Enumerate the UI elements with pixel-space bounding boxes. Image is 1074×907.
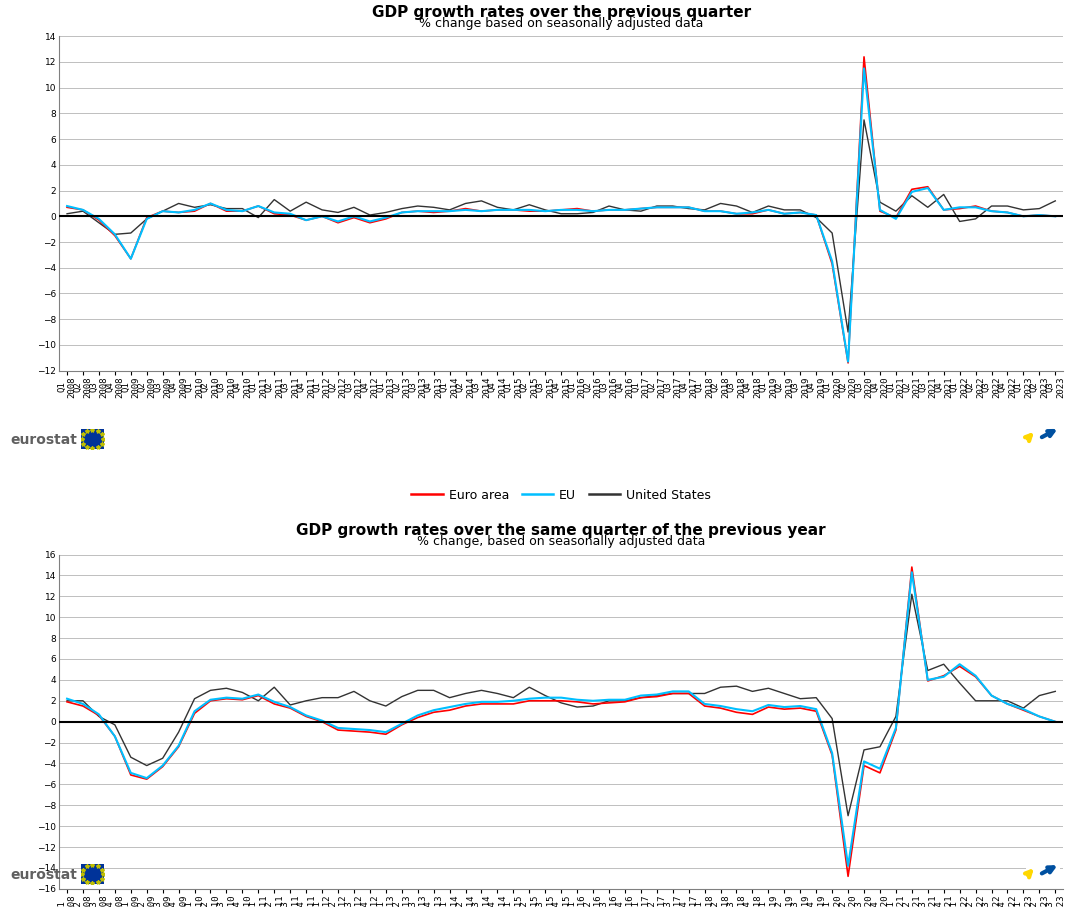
Text: eurostat: eurostat [11,433,77,447]
Legend: Euro area, EU, United States: Euro area, EU, United States [406,483,716,507]
Text: % change, based on seasonally adjusted data: % change, based on seasonally adjusted d… [417,535,706,548]
Text: % change based on seasonally adjusted data: % change based on seasonally adjusted da… [419,16,703,30]
Text: eurostat: eurostat [11,868,77,883]
Title: GDP growth rates over the same quarter of the previous year: GDP growth rates over the same quarter o… [296,523,826,538]
Title: GDP growth rates over the previous quarter: GDP growth rates over the previous quart… [372,5,751,20]
